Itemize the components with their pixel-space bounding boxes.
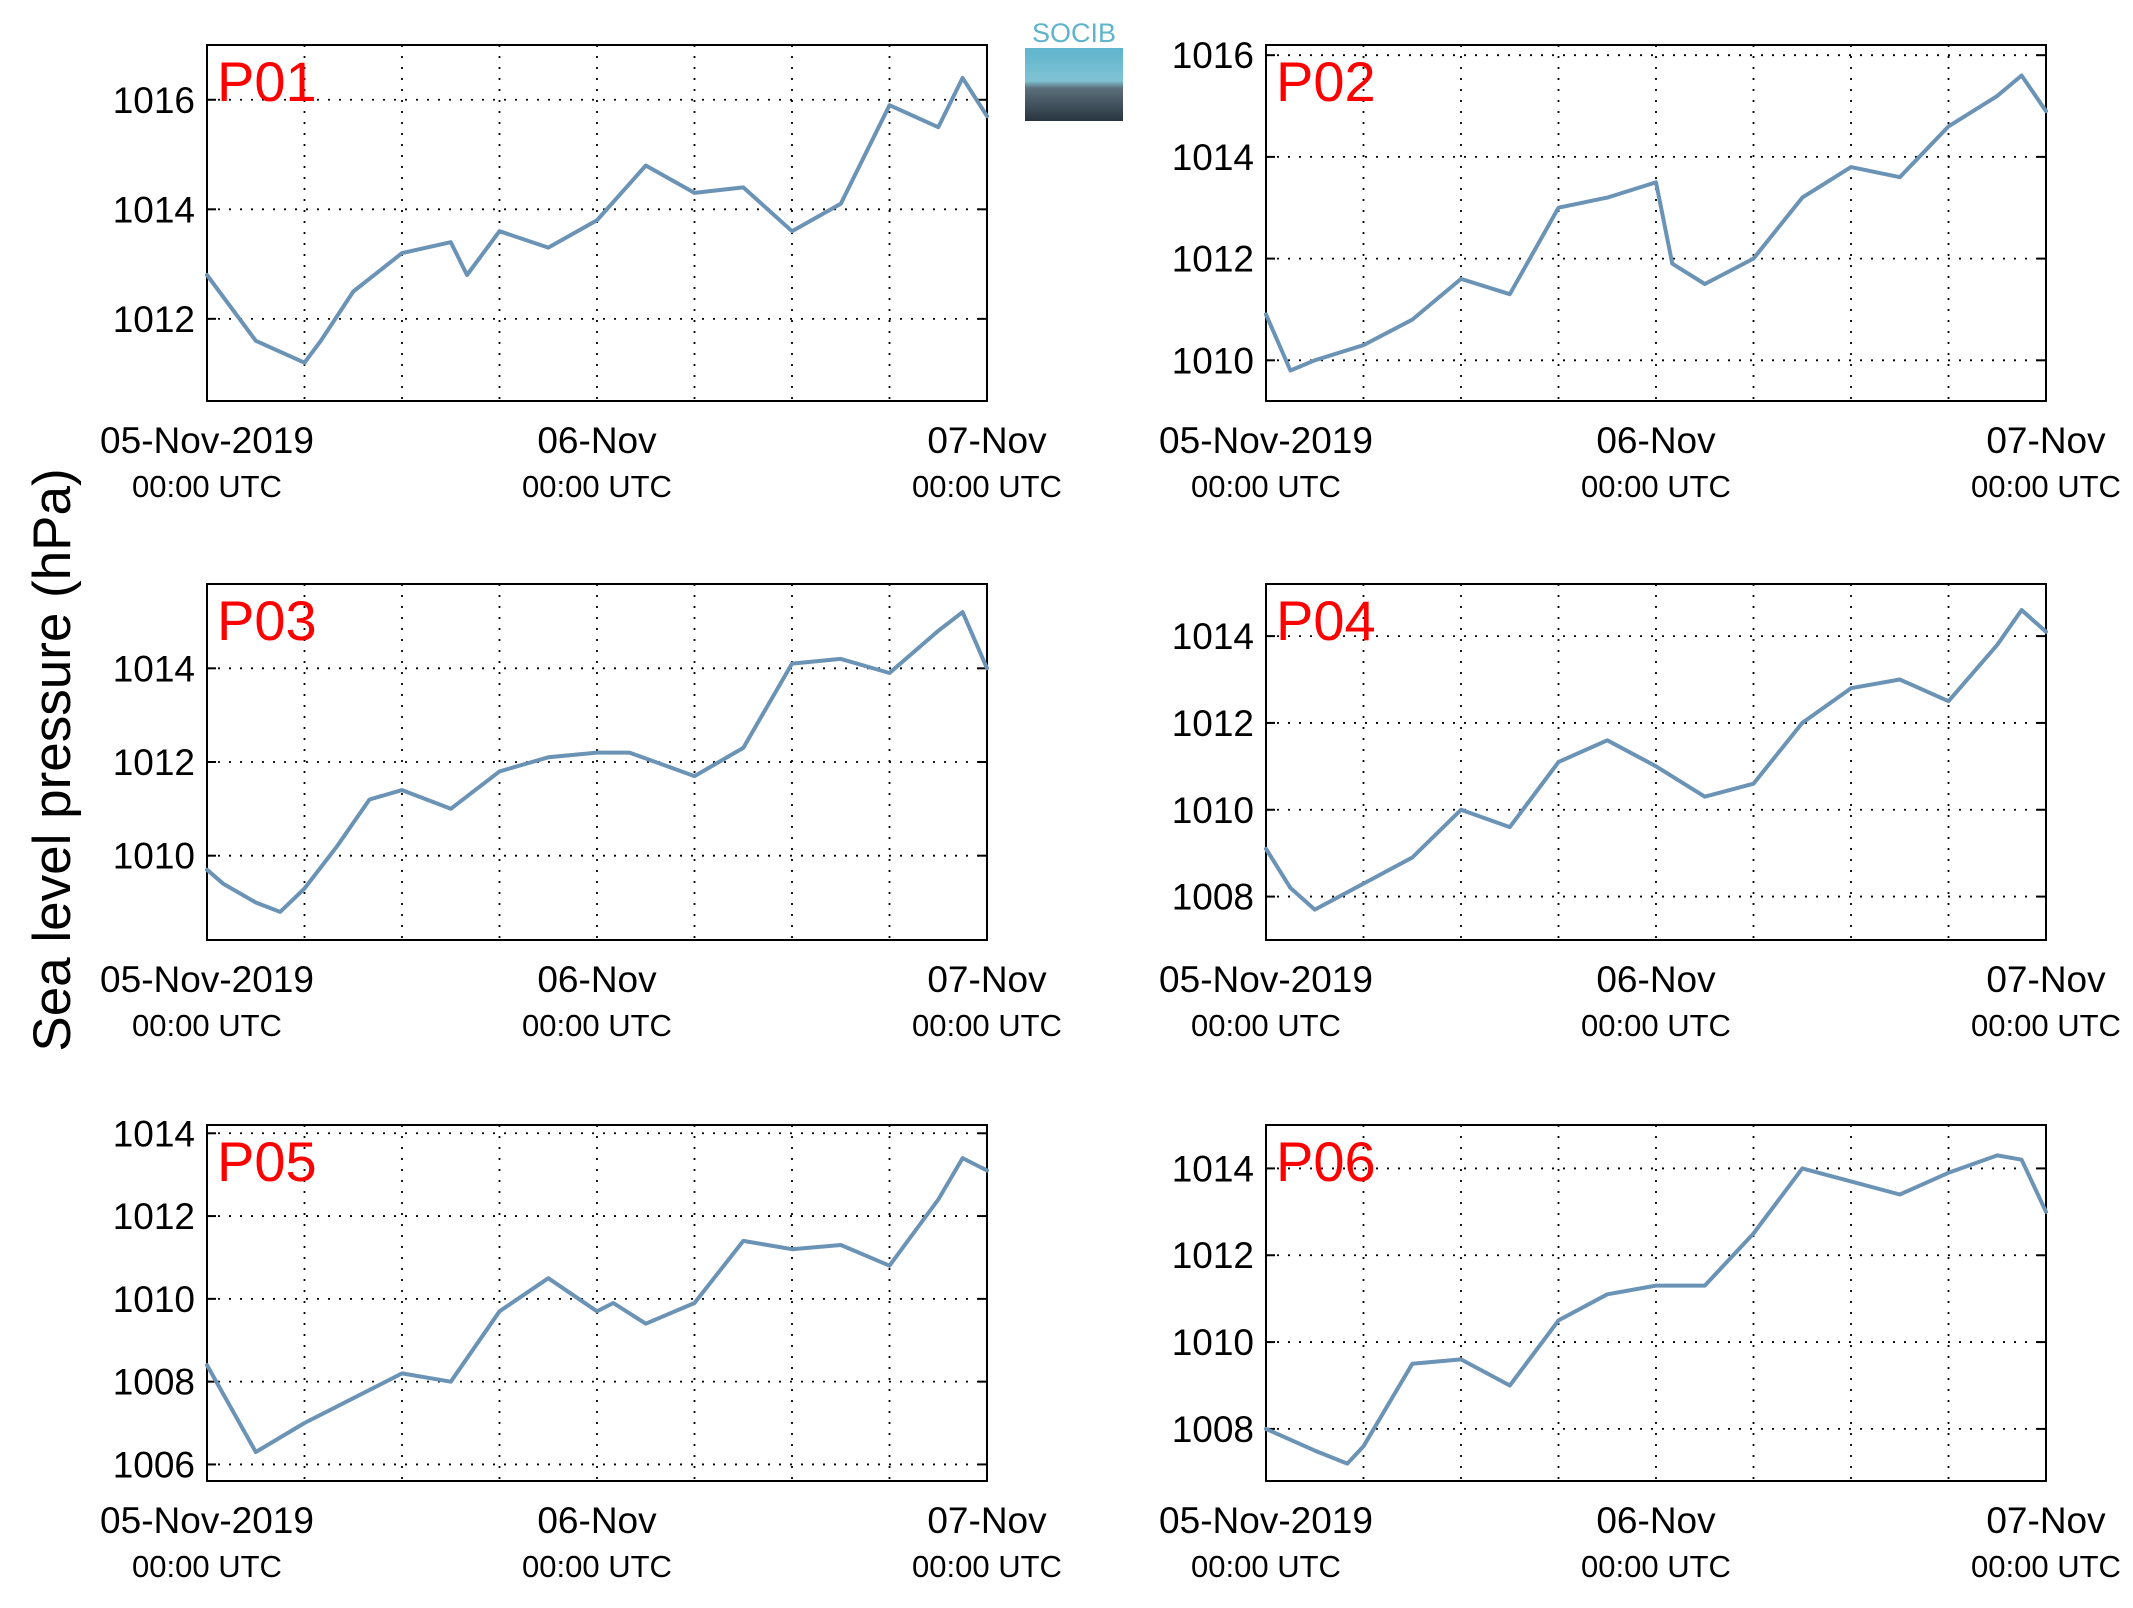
- series-line: [1264, 73, 2048, 373]
- x-tick-label: 05-Nov-2019: [1159, 959, 1373, 1000]
- socib-logo: SOCIB: [1025, 18, 1123, 121]
- x-tick-sublabel: 00:00 UTC: [1971, 1008, 2121, 1043]
- y-tick-label: 1014: [1172, 616, 1254, 657]
- y-axis-label: Sea level pressure (hPa): [23, 468, 82, 1051]
- x-tick-sublabel: 00:00 UTC: [522, 469, 672, 504]
- y-tick-label: 1014: [113, 1113, 195, 1154]
- chart-panel-p05: 1006 1008 1010 1012 1014 05-Nov-2019 00:00 UTC…: [100, 1113, 1062, 1584]
- x-tick-sublabel: 00:00 UTC: [912, 469, 1062, 504]
- y-tick-label: 1014: [1172, 1148, 1254, 1189]
- x-tick-label: 06-Nov: [537, 420, 657, 461]
- x-tick-label: 07-Nov: [1986, 1500, 2106, 1541]
- y-tick-label: 1006: [113, 1444, 195, 1485]
- y-tick-label: 1010: [1172, 340, 1254, 381]
- panel-label: P03: [217, 589, 317, 652]
- x-tick-label: 05-Nov-2019: [1159, 420, 1373, 461]
- x-tick-sublabel: 00:00 UTC: [1581, 469, 1731, 504]
- x-tick-label: 07-Nov: [927, 420, 1047, 461]
- y-tick-label: 1014: [113, 189, 195, 230]
- chart-panel-p04: 1008 1010 1012 1014 05-Nov-2019 00:00 UTC 06-N…: [1159, 583, 2121, 1043]
- panel-label: P05: [217, 1130, 317, 1193]
- chart-panel-p02: 1010 1012 1014 1016 05-Nov-2019 00:00 UTC 06-N…: [1159, 35, 2121, 504]
- chart-panel-p06: 1008 1010 1012 1014 05-Nov-2019 00:00 UTC 06-N…: [1159, 1124, 2121, 1584]
- x-tick-sublabel: 00:00 UTC: [522, 1549, 672, 1584]
- panel-label: P02: [1276, 50, 1376, 113]
- x-tick-label: 06-Nov: [1596, 959, 1716, 1000]
- y-tick-label: 1008: [1172, 1409, 1254, 1450]
- y-tick-label: 1016: [113, 80, 195, 121]
- x-tick-sublabel: 00:00 UTC: [1581, 1549, 1731, 1584]
- panel-label: P06: [1276, 1130, 1376, 1193]
- x-tick-sublabel: 00:00 UTC: [912, 1008, 1062, 1043]
- series-line: [205, 610, 989, 914]
- x-tick-label: 06-Nov: [1596, 420, 1716, 461]
- x-tick-sublabel: 00:00 UTC: [132, 1008, 282, 1043]
- logo-mark: [1025, 48, 1123, 121]
- x-tick-label: 05-Nov-2019: [100, 959, 314, 1000]
- x-tick-label: 06-Nov: [537, 959, 657, 1000]
- y-tick-label: 1012: [113, 1196, 195, 1237]
- panels: 1012 1014 1016 05-Nov-2019 00:00 UTC 06-Nov 00…: [100, 35, 2121, 1584]
- y-tick-label: 1008: [1172, 877, 1254, 918]
- y-tick-label: 1012: [1172, 703, 1254, 744]
- y-tick-label: 1010: [1172, 790, 1254, 831]
- x-tick-label: 07-Nov: [927, 1500, 1047, 1541]
- x-tick-label: 06-Nov: [1596, 1500, 1716, 1541]
- x-tick-label: 07-Nov: [1986, 420, 2106, 461]
- y-tick-label: 1012: [1172, 239, 1254, 280]
- y-tick-label: 1012: [1172, 1235, 1254, 1276]
- x-tick-label: 05-Nov-2019: [100, 420, 314, 461]
- x-tick-sublabel: 00:00 UTC: [1191, 1008, 1341, 1043]
- series-line: [1264, 1153, 2048, 1466]
- series-line: [205, 1156, 989, 1454]
- panel-label: P01: [217, 50, 317, 113]
- chart-panel-p01: 1012 1014 1016 05-Nov-2019 00:00 UTC 06-Nov 00…: [100, 44, 1062, 504]
- y-tick-label: 1012: [113, 299, 195, 340]
- panel-label: P04: [1276, 589, 1376, 652]
- x-tick-sublabel: 00:00 UTC: [522, 1008, 672, 1043]
- x-tick-sublabel: 00:00 UTC: [1191, 1549, 1341, 1584]
- x-tick-sublabel: 00:00 UTC: [1971, 1549, 2121, 1584]
- x-tick-sublabel: 00:00 UTC: [1191, 469, 1341, 504]
- x-tick-label: 06-Nov: [537, 1500, 657, 1541]
- x-tick-label: 05-Nov-2019: [1159, 1500, 1373, 1541]
- y-tick-label: 1016: [1172, 35, 1254, 76]
- x-tick-label: 07-Nov: [1986, 959, 2106, 1000]
- x-tick-label: 05-Nov-2019: [100, 1500, 314, 1541]
- x-tick-sublabel: 00:00 UTC: [132, 469, 282, 504]
- x-tick-sublabel: 00:00 UTC: [132, 1549, 282, 1584]
- x-tick-sublabel: 00:00 UTC: [912, 1549, 1062, 1584]
- y-tick-label: 1014: [1172, 137, 1254, 178]
- y-tick-label: 1010: [113, 1279, 195, 1320]
- y-tick-label: 1010: [113, 836, 195, 877]
- x-tick-sublabel: 00:00 UTC: [1971, 469, 2121, 504]
- series-line: [1264, 608, 2048, 912]
- logo-text: SOCIB: [1032, 18, 1116, 48]
- y-tick-label: 1014: [113, 648, 195, 689]
- x-tick-sublabel: 00:00 UTC: [1581, 1008, 1731, 1043]
- y-tick-label: 1010: [1172, 1322, 1254, 1363]
- chart-panel-p03: 1010 1012 1014 05-Nov-2019 00:00 UTC 06-Nov 00…: [100, 583, 1062, 1043]
- y-tick-label: 1012: [113, 742, 195, 783]
- x-tick-label: 07-Nov: [927, 959, 1047, 1000]
- y-tick-label: 1008: [113, 1362, 195, 1403]
- series-line: [205, 75, 989, 365]
